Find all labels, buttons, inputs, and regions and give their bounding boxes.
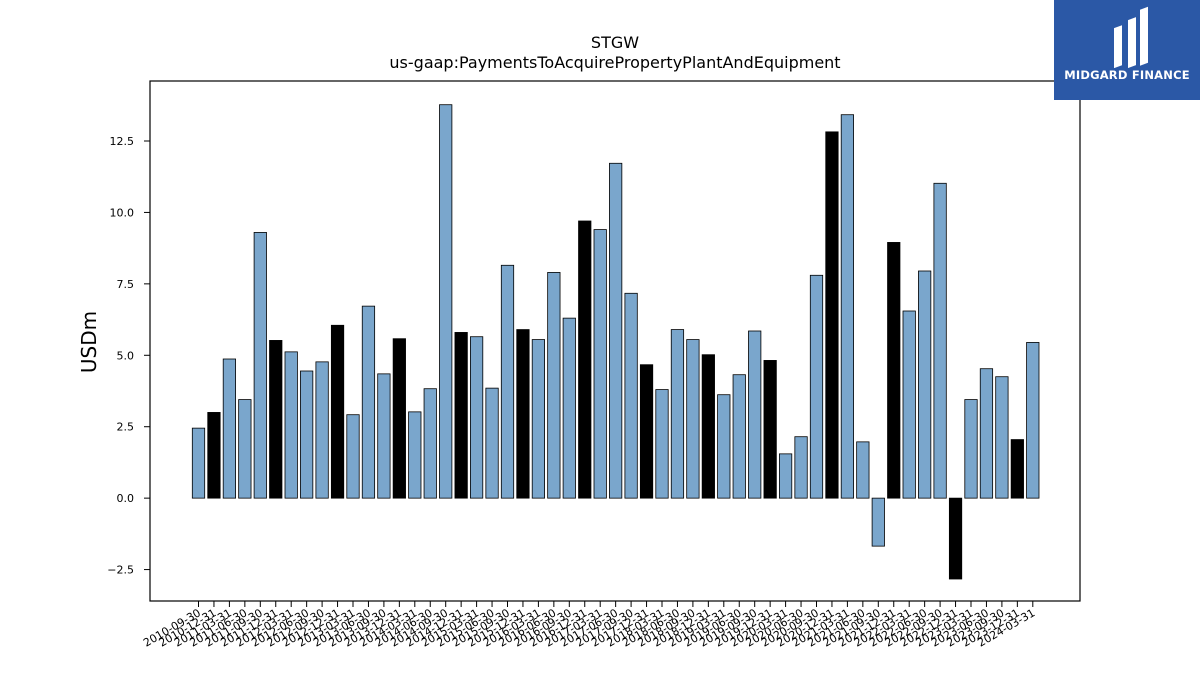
brand-logo: MIDGARD FINANCE: [1054, 0, 1200, 100]
brand-name: MIDGARD FINANCE: [1064, 68, 1190, 82]
bar-2014-12-31: [454, 332, 468, 499]
bar-2020-03-31: [779, 453, 793, 499]
bar-2022-09-30: [933, 182, 947, 499]
bar-2019-03-31: [717, 394, 731, 499]
bar-2013-06-30: [361, 305, 376, 499]
bar-2016-06-30: [547, 272, 561, 499]
bar-2019-06-30: [732, 374, 746, 499]
ticks-layer: 2010-09-302010-12-312011-03-312011-06-30…: [107, 135, 1037, 650]
y-tick-label: 12.5: [110, 135, 135, 148]
bar-2014-03-31: [408, 411, 422, 499]
bar-2018-06-30: [670, 329, 685, 499]
y-tick-label: 0.0: [117, 492, 135, 505]
y-tick-label: 2.5: [117, 421, 135, 434]
bar-2017-12-31: [639, 364, 654, 499]
bar-2021-09-30: [871, 497, 885, 547]
bar-2016-12-31: [578, 220, 592, 499]
bars-layer: [191, 104, 1040, 580]
bar-2023-06-30: [979, 368, 994, 499]
bar-2015-09-30: [500, 264, 515, 499]
bar-2022-03-31: [902, 310, 916, 499]
bar-2017-03-31: [593, 229, 607, 499]
y-tick-label: −2.5: [107, 564, 134, 577]
bar-2017-09-30: [624, 292, 638, 499]
bar-2018-03-31: [655, 389, 669, 499]
bar-2011-12-31: [269, 340, 283, 499]
y-tick-label: 7.5: [117, 278, 135, 291]
y-axis-label: USDm: [77, 311, 101, 373]
bar-2024-03-31: [1026, 342, 1040, 499]
bar-2012-12-31: [330, 324, 345, 499]
bar-2013-12-31: [392, 338, 406, 499]
bar-2022-12-31: [948, 497, 963, 580]
bar-2020-12-31: [825, 131, 839, 499]
bar-2011-09-30: [253, 232, 267, 499]
bar-2015-03-31: [469, 336, 484, 499]
bar-2011-06-30: [238, 399, 252, 499]
bar-2020-09-30: [809, 274, 824, 499]
bar-2012-06-30: [300, 370, 314, 499]
y-tick-label: 10.0: [110, 206, 135, 219]
plot-frame: [149, 80, 1081, 602]
bar-2019-12-31: [763, 360, 777, 499]
bar-2013-03-31: [346, 414, 360, 499]
bar-2023-09-30: [995, 376, 1009, 499]
bar-2023-12-31: [1010, 439, 1024, 499]
bar-2018-12-31: [701, 354, 715, 499]
bar-2011-03-31: [222, 358, 236, 499]
bar-2015-06-30: [485, 387, 499, 499]
bar-2010-12-31: [207, 412, 221, 499]
chart-subtitle: us-gaap:PaymentsToAcquirePropertyPlantAn…: [389, 53, 840, 72]
bar-2021-06-30: [856, 441, 870, 499]
bar-2012-03-31: [284, 351, 298, 499]
bar-2017-06-30: [609, 162, 623, 499]
bar-2019-09-30: [748, 330, 762, 499]
bar-2014-09-30: [439, 104, 453, 499]
y-tick-label: 5.0: [117, 349, 135, 362]
bar-2013-09-30: [377, 373, 391, 499]
bar-2014-06-30: [423, 388, 437, 499]
bar-2012-09-30: [315, 361, 329, 499]
bar-2020-06-30: [794, 436, 808, 499]
bar-2023-03-31: [964, 399, 978, 499]
chart-title: STGW: [591, 33, 639, 52]
bar-2015-12-31: [516, 329, 530, 499]
bar-2016-09-30: [562, 317, 576, 499]
bar-2010-09-30: [191, 427, 206, 499]
brand-mark-icon: [1114, 6, 1148, 68]
bar-2016-03-31: [531, 339, 546, 499]
bar-2018-09-30: [686, 339, 700, 499]
bar-2022-06-30: [918, 270, 932, 499]
bar-2021-12-31: [887, 242, 901, 499]
bar-2021-03-31: [840, 114, 855, 499]
